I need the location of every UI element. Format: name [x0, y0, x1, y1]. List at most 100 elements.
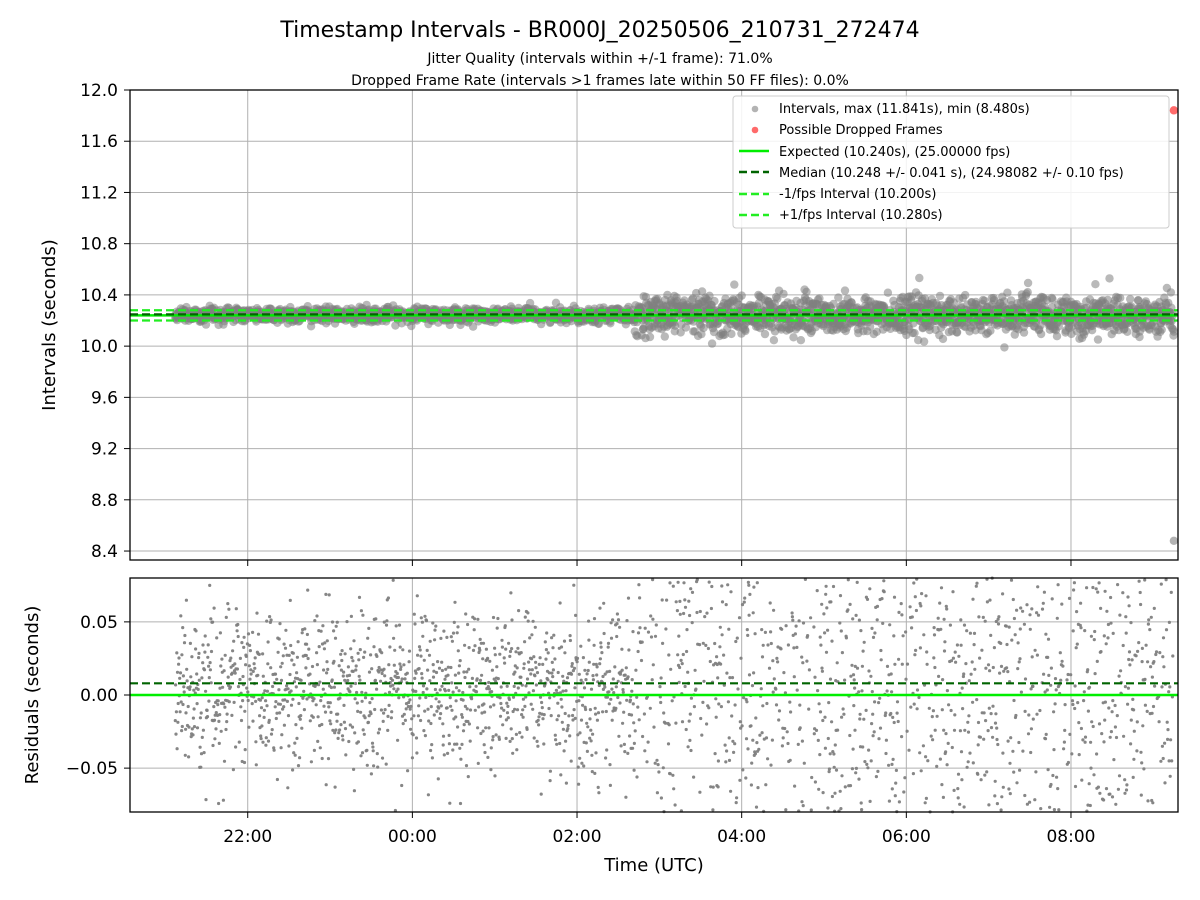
residual-point [730, 714, 734, 718]
residual-point [667, 723, 671, 727]
residual-point [182, 641, 187, 645]
residual-point [536, 744, 540, 748]
residual-point [265, 619, 269, 623]
residual-point [616, 695, 620, 700]
residual-point [494, 733, 498, 737]
residual-point [710, 584, 714, 589]
residual-point [473, 617, 477, 621]
residual-point [789, 710, 793, 714]
residual-point [1031, 684, 1035, 689]
residual-point [353, 697, 357, 701]
residual-point [305, 632, 309, 637]
residual-point [1072, 581, 1076, 585]
residual-point [543, 640, 547, 644]
residual-point [359, 710, 363, 714]
residual-point [900, 662, 904, 666]
residual-point [1012, 698, 1016, 703]
residual-point [213, 737, 217, 741]
residual-point [1141, 724, 1145, 728]
interval-point [707, 339, 717, 348]
residual-point [823, 631, 827, 635]
residual-point [1103, 700, 1107, 704]
residual-point [1114, 735, 1119, 740]
residual-point [222, 702, 226, 706]
residual-point [895, 700, 900, 704]
residual-point [211, 743, 215, 748]
residual-point [854, 613, 858, 618]
residual-point [345, 620, 349, 624]
residual-point [407, 649, 412, 653]
residual-point [1025, 603, 1029, 607]
residual-point [266, 662, 270, 666]
residual-point [857, 690, 861, 694]
residual-point [825, 606, 829, 610]
residual-point [661, 641, 665, 646]
residual-point [918, 601, 922, 606]
residual-point [753, 752, 758, 756]
residual-point [396, 675, 400, 680]
intervals-y-tick-label: 8.4 [91, 542, 118, 562]
residual-point [596, 785, 600, 790]
residual-point [1102, 740, 1106, 744]
residual-point [900, 735, 904, 739]
residual-point [1001, 751, 1005, 755]
residual-point [258, 698, 262, 702]
residual-point [382, 620, 386, 624]
residual-point [883, 713, 887, 718]
residual-point [635, 695, 639, 699]
residual-point [1083, 629, 1087, 633]
residual-point [718, 625, 722, 629]
residual-point [806, 634, 810, 638]
residual-point [367, 670, 372, 674]
residual-point [571, 718, 575, 722]
residual-point [699, 716, 703, 721]
residual-point [1012, 616, 1017, 621]
residual-point [999, 808, 1003, 812]
residual-point [561, 727, 566, 731]
residual-point [551, 675, 555, 679]
residual-point [716, 785, 720, 789]
residual-point [428, 679, 432, 683]
residual-point [599, 641, 603, 645]
residual-point [431, 675, 436, 679]
residual-point [463, 643, 467, 647]
residual-point [418, 696, 422, 700]
residual-point [523, 640, 527, 644]
residual-point [1066, 760, 1070, 765]
residual-point [1070, 699, 1075, 703]
residual-point [209, 617, 213, 621]
residual-point [769, 630, 773, 634]
residual-point [890, 690, 894, 694]
residual-point [838, 789, 842, 793]
residual-point [219, 729, 223, 733]
residual-point [859, 801, 863, 805]
residual-point [992, 646, 997, 650]
residual-point [377, 670, 381, 674]
residual-point [511, 751, 515, 755]
residual-point [708, 659, 712, 664]
residual-point [889, 672, 893, 676]
residual-point [891, 757, 895, 762]
residual-point [976, 720, 981, 725]
residual-point [959, 750, 964, 754]
residual-point [687, 599, 691, 603]
residual-point [440, 660, 444, 664]
residual-point [727, 627, 731, 631]
residual-point [1076, 701, 1080, 705]
residual-point [357, 658, 361, 662]
residual-point [455, 742, 459, 746]
residual-point [317, 645, 321, 649]
residual-point [854, 766, 859, 771]
residual-point [488, 705, 493, 709]
residual-point [393, 648, 397, 652]
residual-point [1018, 657, 1022, 661]
residual-point [444, 667, 448, 671]
residual-point [679, 658, 683, 663]
residual-point [215, 636, 219, 640]
residual-point [904, 630, 908, 634]
residual-point [179, 700, 183, 704]
residual-point [733, 703, 737, 707]
residual-point [756, 786, 760, 790]
residual-point [677, 634, 681, 638]
residual-point [214, 727, 218, 731]
